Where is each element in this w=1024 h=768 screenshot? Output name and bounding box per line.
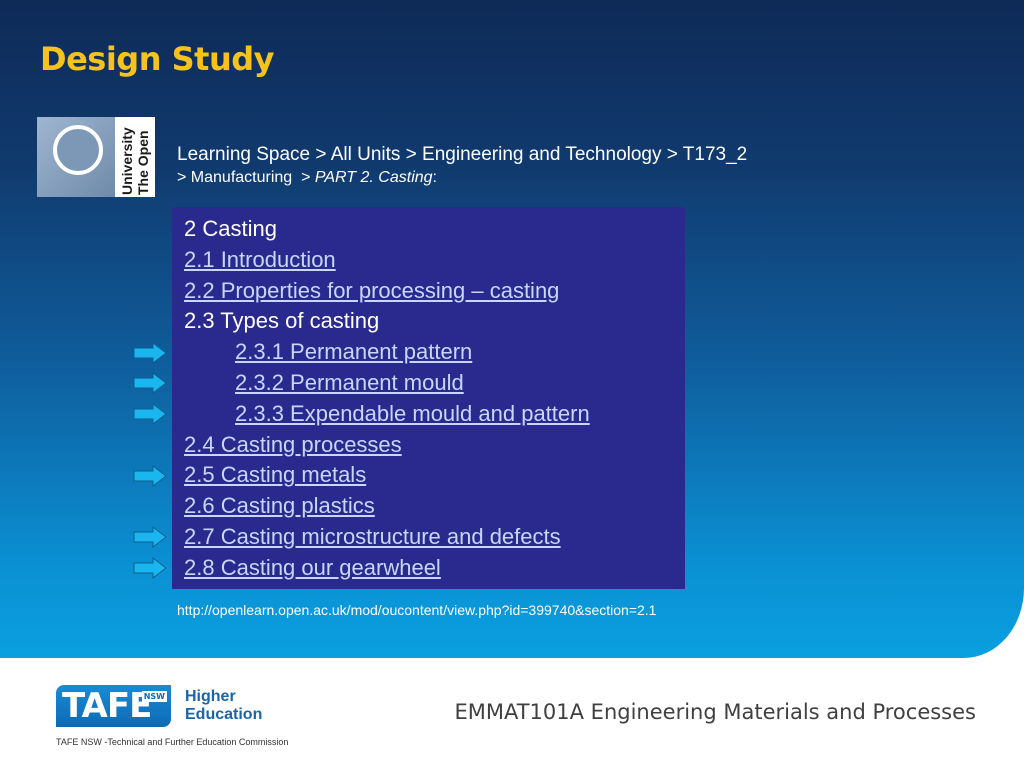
toc-link[interactable]: 2.1 Introduction [184, 246, 336, 272]
right-arrow-icon [133, 403, 167, 426]
right-arrow-icon [133, 341, 167, 364]
right-arrow-icon [133, 526, 167, 549]
tafe-logo: TAFE NSW [56, 685, 171, 727]
ou-logo-text: The Open University [117, 119, 153, 195]
toc-link[interactable]: 2.7 Casting microstructure and defects [184, 523, 561, 549]
toc-link[interactable]: 2.3.1 Permanent pattern [235, 339, 473, 365]
ou-logo-line1: The Open [135, 130, 151, 195]
breadcrumb-line2: > Manufacturing > PART 2. Casting: [177, 167, 747, 189]
source-url[interactable]: http://openlearn.open.ac.uk/mod/ouconten… [177, 602, 657, 618]
slide-background: Design Study The Open University Learnin… [0, 0, 1024, 658]
higher-education-line1: Higher [185, 688, 236, 705]
toc-heading: 2.3 Types of casting [184, 308, 380, 334]
breadcrumb: Learning Space > All Units > Engineering… [177, 143, 747, 189]
ou-logo-block [37, 117, 115, 197]
right-arrow-icon [133, 557, 167, 580]
tafe-logo-text: TAFE [62, 686, 152, 726]
ou-logo-circle [53, 125, 103, 175]
table-of-contents: 2 Casting 2.1 Introduction 2.2 Properties … [172, 207, 685, 589]
tafe-logo-nsw: NSW [141, 691, 167, 702]
right-arrow-icon [133, 464, 167, 487]
slide-title: Design Study [40, 40, 275, 78]
breadcrumb-line2-suffix: : [432, 169, 437, 186]
higher-education-logo: Higher Education [185, 688, 262, 724]
breadcrumb-line2-prefix: > Manufacturing > [177, 169, 315, 186]
toc-link[interactable]: 2.5 Casting metals [184, 462, 367, 488]
toc-link[interactable]: 2.3.2 Permanent mould [235, 369, 464, 395]
toc-link[interactable]: 2.2 Properties for processing – casting [184, 277, 560, 303]
unit-title: EMMAT101A Engineering Materials and Proc… [454, 700, 976, 724]
ou-logo-line2: University [119, 127, 135, 195]
breadcrumb-line1: Learning Space > All Units > Engineering… [177, 144, 748, 165]
toc-link[interactable]: 2.8 Casting our gearwheel [184, 554, 441, 580]
toc-heading: 2 Casting [184, 216, 277, 241]
toc-link[interactable]: 2.4 Casting processes [184, 431, 402, 457]
higher-education-line2: Education [185, 706, 263, 723]
commission-text: TAFE NSW -Technical and Further Educatio… [56, 737, 289, 747]
toc-link[interactable]: 2.6 Casting plastics [184, 493, 375, 519]
open-university-logo: The Open University [37, 117, 155, 197]
breadcrumb-line2-italic: PART 2. Casting [314, 169, 433, 186]
toc-link[interactable]: 2.3.3 Expendable mould and pattern [235, 400, 590, 426]
right-arrow-icon [133, 372, 167, 395]
